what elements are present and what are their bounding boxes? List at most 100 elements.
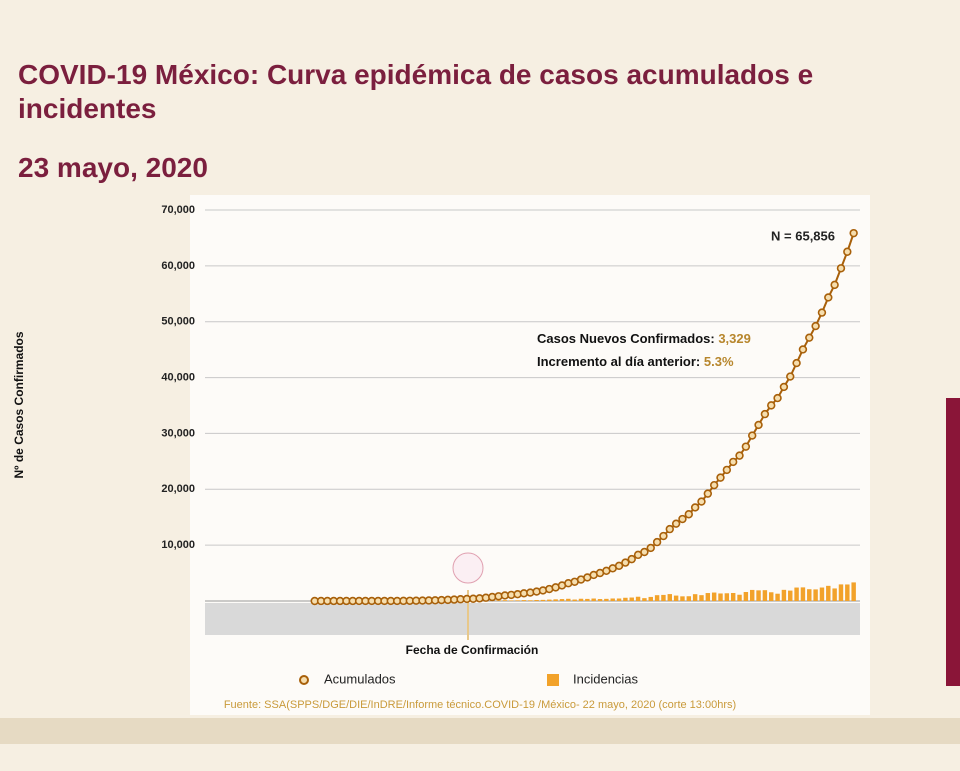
point	[767, 401, 776, 410]
bar	[509, 600, 514, 601]
event-icon	[452, 552, 484, 584]
bar	[775, 593, 780, 601]
x-label-band	[205, 603, 860, 635]
bar	[572, 599, 577, 601]
subtitle: 23 mayo, 2020	[18, 152, 208, 183]
bar	[705, 593, 711, 601]
bar	[648, 596, 653, 601]
point	[817, 308, 827, 317]
y-tick-label: 10,000	[161, 539, 195, 551]
bar	[673, 595, 679, 601]
bar	[813, 589, 818, 601]
bar	[686, 596, 692, 601]
bar	[788, 590, 793, 601]
point	[760, 409, 770, 419]
bar	[534, 600, 539, 601]
point	[748, 431, 757, 440]
bar	[807, 589, 812, 601]
bar	[591, 598, 596, 601]
bar	[794, 587, 799, 601]
bar	[680, 596, 685, 601]
point	[621, 558, 630, 567]
legend-label: Incidencias	[573, 671, 639, 686]
y-tick-label: 20,000	[161, 483, 195, 495]
increase-text: Incremento al día anterior:	[537, 354, 700, 369]
total-annotation: N = 65,856	[771, 228, 835, 243]
point	[665, 524, 674, 534]
y-tick-label: 60,000	[161, 260, 195, 272]
bar	[623, 597, 628, 601]
legend-swatch	[299, 675, 309, 685]
new-cases-text: Casos Nuevos Confirmados:	[537, 331, 715, 346]
bar	[559, 599, 565, 601]
point	[843, 247, 852, 256]
point	[735, 451, 744, 460]
point	[709, 480, 719, 490]
bar	[502, 600, 508, 601]
legend-label: Acumulados	[324, 671, 396, 686]
bar	[819, 587, 825, 601]
point	[779, 382, 789, 392]
bar	[553, 599, 558, 601]
bar	[566, 598, 571, 601]
bar	[610, 598, 615, 601]
bar	[769, 592, 774, 601]
bar	[635, 596, 641, 601]
point	[716, 473, 725, 482]
y-axis-label: Nº de Casos Confirmados	[12, 331, 26, 478]
bar	[826, 585, 831, 601]
point	[798, 345, 808, 354]
bar	[832, 588, 837, 601]
footer-band	[0, 718, 960, 744]
bar	[711, 592, 717, 601]
bar	[515, 600, 520, 601]
bar	[496, 600, 501, 601]
point	[824, 293, 833, 302]
point	[773, 393, 782, 403]
point	[786, 372, 795, 381]
point	[792, 358, 801, 368]
point	[805, 333, 814, 342]
bar	[743, 592, 749, 601]
bar	[578, 598, 584, 601]
point	[678, 514, 687, 524]
legend-swatch	[547, 674, 559, 686]
bar	[528, 600, 533, 601]
bar	[540, 599, 546, 601]
point	[849, 228, 858, 238]
bar	[629, 597, 634, 601]
point	[722, 465, 732, 475]
increase-label: Incremento al día anterior: 5.3%	[537, 354, 734, 369]
point	[652, 537, 662, 547]
bar	[616, 598, 622, 601]
y-tick-label: 40,000	[161, 371, 195, 383]
bar	[692, 594, 698, 601]
point	[627, 554, 636, 564]
y-tick-label: 30,000	[161, 427, 195, 439]
point	[614, 561, 624, 571]
bar	[800, 587, 806, 601]
bar	[521, 600, 527, 601]
bar	[585, 598, 590, 601]
bar	[851, 582, 856, 601]
title: COVID-19 México: Curva epidémica de caso…	[18, 59, 814, 124]
bar	[781, 589, 787, 601]
bar	[667, 594, 672, 601]
bar	[597, 599, 603, 601]
bar	[718, 593, 723, 601]
point	[741, 442, 751, 451]
bar	[762, 590, 768, 601]
point	[697, 497, 706, 506]
bar	[838, 584, 844, 601]
bar	[756, 590, 761, 601]
bar	[661, 594, 666, 601]
bar	[654, 595, 660, 601]
bar	[699, 595, 704, 601]
new-cases-value: 3,329	[718, 331, 751, 346]
point	[646, 543, 655, 553]
point	[659, 531, 668, 541]
bar	[724, 593, 730, 601]
point	[640, 547, 649, 557]
